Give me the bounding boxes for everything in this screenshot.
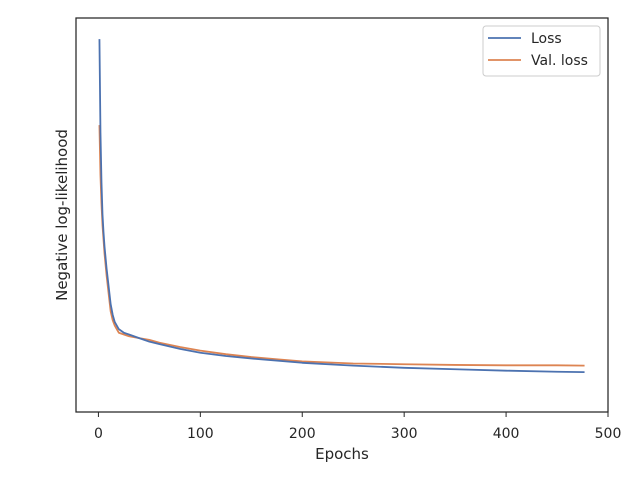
y-axis-title: Negative log-likelihood [53, 129, 71, 301]
series-line-loss [98, 39, 585, 373]
legend-label-val-loss: Val. loss [531, 53, 588, 69]
plot-frame [75, 17, 609, 413]
x-tick-label: 100 [187, 426, 214, 442]
x-ticks: 0 100 200 300 400 500 [94, 412, 621, 442]
x-tick-label: 200 [289, 426, 316, 442]
x-tick-label: 400 [493, 426, 520, 442]
legend-label-loss: Loss [531, 31, 562, 47]
legend: Loss Val. loss [482, 25, 601, 77]
x-tick-label: 500 [595, 426, 622, 442]
x-tick-label: 0 [94, 426, 103, 442]
x-axis-title: Epochs [315, 445, 369, 463]
x-tick-label: 300 [391, 426, 418, 442]
series-layer [98, 39, 585, 373]
